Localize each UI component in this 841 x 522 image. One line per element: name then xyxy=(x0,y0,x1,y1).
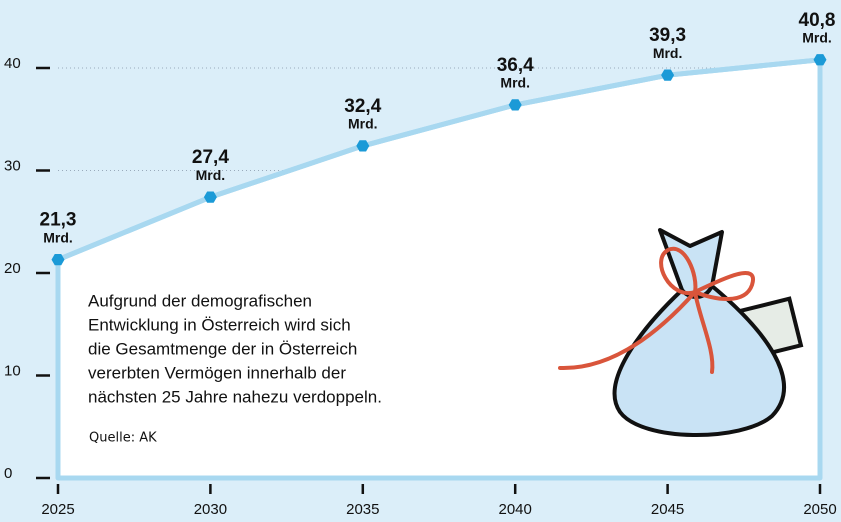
annotation-line: Entwicklung in Österreich wird sich xyxy=(88,315,351,334)
y-tick-label: 10 xyxy=(4,362,21,379)
value-label: 27,4 xyxy=(192,147,229,168)
y-tick-label: 0 xyxy=(4,465,12,482)
value-label: 39,3 xyxy=(649,25,686,46)
source: Quelle: AK xyxy=(89,431,157,446)
annotation-line: die Gesamtmenge der in Österreich xyxy=(88,339,357,358)
annotation-line: Aufgrund der demografischen xyxy=(88,291,312,310)
x-tick-label: 2040 xyxy=(499,501,532,518)
chart: 01020304020252030203520402045205021,3Mrd… xyxy=(0,0,841,522)
y-tick-label: 40 xyxy=(4,55,21,72)
annotation-line: nächsten 25 Jahre nahezu verdoppeln. xyxy=(88,387,382,406)
x-tick-label: 2030 xyxy=(194,501,227,518)
x-tick-label: 2035 xyxy=(346,501,379,518)
value-unit: Mrd. xyxy=(653,45,683,61)
value-unit: Mrd. xyxy=(500,75,530,91)
value-unit: Mrd. xyxy=(196,167,226,183)
value-unit: Mrd. xyxy=(802,30,832,46)
x-tick-label: 2050 xyxy=(803,501,836,518)
annotation-line: vererbten Vermögen innerhalb der xyxy=(88,363,346,382)
value-label: 36,4 xyxy=(497,55,534,76)
value-unit: Mrd. xyxy=(43,229,73,245)
value-label: 32,4 xyxy=(344,96,381,117)
x-tick-label: 2025 xyxy=(41,501,74,518)
value-label: 21,3 xyxy=(40,210,77,231)
y-tick-label: 30 xyxy=(4,157,21,174)
value-unit: Mrd. xyxy=(348,116,378,132)
value-label: 40,8 xyxy=(799,10,836,31)
x-tick-label: 2045 xyxy=(651,501,684,518)
y-tick-label: 20 xyxy=(4,260,21,277)
